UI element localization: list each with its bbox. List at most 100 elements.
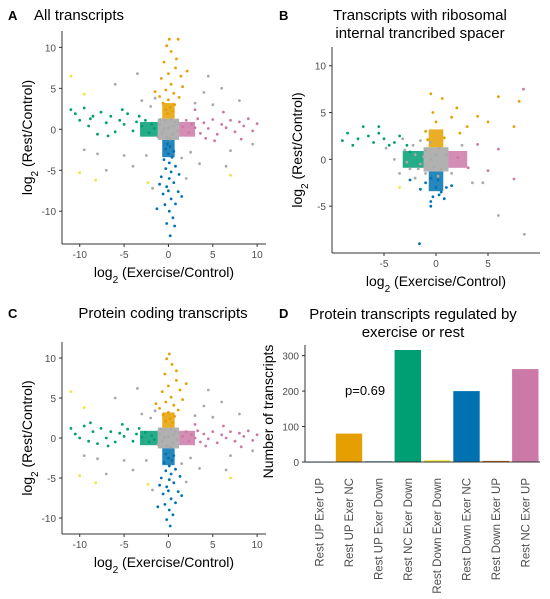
point-exer-down bbox=[408, 150, 412, 154]
point-yellow bbox=[146, 483, 150, 486]
point-rest-up bbox=[170, 363, 174, 366]
point-rest-down bbox=[167, 464, 171, 468]
point-rest-down bbox=[180, 195, 184, 198]
point-exer-down bbox=[140, 435, 144, 439]
x-tick-label: -5 bbox=[120, 540, 129, 551]
point-nc bbox=[151, 186, 154, 190]
point-exer-up bbox=[202, 432, 206, 436]
point-rest-down bbox=[163, 503, 167, 506]
point-exer-up bbox=[255, 122, 259, 125]
point-nc bbox=[481, 181, 485, 185]
point-rest-down bbox=[164, 147, 168, 151]
exer-down-core bbox=[402, 150, 424, 168]
point-rest-down bbox=[167, 209, 171, 213]
point-exer-up bbox=[196, 429, 200, 433]
point-exer-down bbox=[135, 120, 138, 124]
point-nc bbox=[149, 416, 153, 420]
point-rest-down bbox=[167, 152, 170, 156]
rest-down-core bbox=[428, 171, 444, 192]
point-nc bbox=[163, 118, 167, 122]
point-exer-down bbox=[118, 431, 122, 435]
point-rest-down bbox=[158, 182, 162, 186]
panel-a-title-line-1: All transcripts bbox=[34, 7, 124, 24]
exer-down-core bbox=[140, 430, 158, 446]
point-nc bbox=[434, 153, 438, 157]
point-nc bbox=[168, 137, 172, 141]
panel-d-title-line-1: Protein transcripts regulated by bbox=[309, 306, 517, 323]
point-nc bbox=[419, 139, 422, 143]
y-tick-label: 200 bbox=[282, 387, 299, 398]
point-rest-down bbox=[167, 478, 171, 481]
point-exer-down bbox=[351, 143, 355, 147]
point-rest-down bbox=[172, 181, 176, 185]
point-rest-down bbox=[436, 178, 440, 182]
point-exer-up bbox=[238, 120, 241, 124]
point-exer-down bbox=[150, 123, 154, 126]
point-rest-up bbox=[177, 96, 181, 99]
point-rest-up bbox=[179, 74, 183, 78]
point-nc bbox=[174, 430, 177, 433]
point-nc bbox=[149, 105, 153, 108]
bar bbox=[453, 391, 480, 462]
point-rest-down bbox=[169, 170, 173, 174]
point-rest-up bbox=[173, 103, 177, 107]
point-nc bbox=[177, 431, 181, 435]
point-rest-down bbox=[169, 497, 173, 501]
point-exer-down bbox=[126, 112, 129, 116]
point-exer-up bbox=[193, 126, 197, 130]
panel-a-scatter: -10 -5 0 5 10 -10 -5 0 5 10 log2 (Exercise/Control… bbox=[19, 31, 266, 286]
point-rest-down bbox=[171, 216, 175, 220]
point-nc bbox=[144, 154, 148, 157]
point-rest-up bbox=[159, 77, 163, 80]
point-nc bbox=[144, 459, 148, 462]
y-tick-label: 5 bbox=[50, 394, 56, 405]
point-rest-down bbox=[159, 175, 163, 179]
point-rest-up bbox=[181, 398, 185, 401]
point-exer-down bbox=[405, 143, 409, 147]
point-rest-down bbox=[166, 142, 169, 146]
point-rest-up bbox=[497, 95, 500, 98]
point-exer-down bbox=[150, 434, 154, 437]
x-axis-label: log2 (Exercise/Control) bbox=[94, 264, 234, 286]
point-rest-up bbox=[476, 114, 479, 118]
point-nc bbox=[202, 91, 206, 94]
point-exer-up bbox=[246, 429, 250, 433]
point-nc bbox=[156, 135, 160, 139]
x-axis-label: log2 (Exercise/Control) bbox=[94, 554, 234, 576]
point-exer-up bbox=[215, 132, 219, 136]
point-exer-up bbox=[229, 118, 232, 122]
point-exer-down bbox=[122, 435, 126, 438]
point-exer-up bbox=[220, 123, 224, 126]
point-nc bbox=[229, 149, 232, 153]
y-tick-label: 10 bbox=[315, 62, 327, 73]
point-exer-down bbox=[113, 440, 117, 444]
panel-a-letter: A bbox=[8, 8, 18, 23]
panel-b-letter: B bbox=[279, 8, 288, 23]
point-exer-down bbox=[120, 108, 124, 111]
point-rest-up bbox=[174, 66, 177, 70]
point-nc bbox=[439, 167, 443, 171]
point-rest-up bbox=[168, 105, 172, 109]
y-tick-label: 5 bbox=[50, 84, 56, 95]
point-rest-up bbox=[164, 108, 168, 111]
point-exer-down bbox=[99, 110, 103, 114]
point-yellow bbox=[69, 74, 73, 78]
point-nc bbox=[202, 404, 206, 408]
point-rest-up bbox=[175, 57, 178, 61]
point-exer-up bbox=[242, 124, 246, 128]
point-rest-down bbox=[424, 181, 427, 185]
point-yellow bbox=[229, 173, 232, 177]
point-rest-down bbox=[439, 190, 443, 194]
point-rest-up bbox=[175, 369, 178, 373]
point-nc bbox=[136, 387, 139, 390]
y-tick-label: 300 bbox=[282, 352, 299, 363]
point-rest-up bbox=[450, 115, 453, 119]
point-rest-up bbox=[175, 379, 178, 382]
point-exer-down bbox=[89, 117, 92, 121]
rest-up-core bbox=[162, 412, 175, 428]
point-exer-down bbox=[144, 118, 147, 122]
point-exer-up bbox=[239, 445, 243, 449]
point-rest-down bbox=[172, 481, 176, 485]
panel-b-title-line-1: Transcripts with ribosomal bbox=[333, 7, 507, 24]
point-exer-down bbox=[131, 129, 135, 133]
